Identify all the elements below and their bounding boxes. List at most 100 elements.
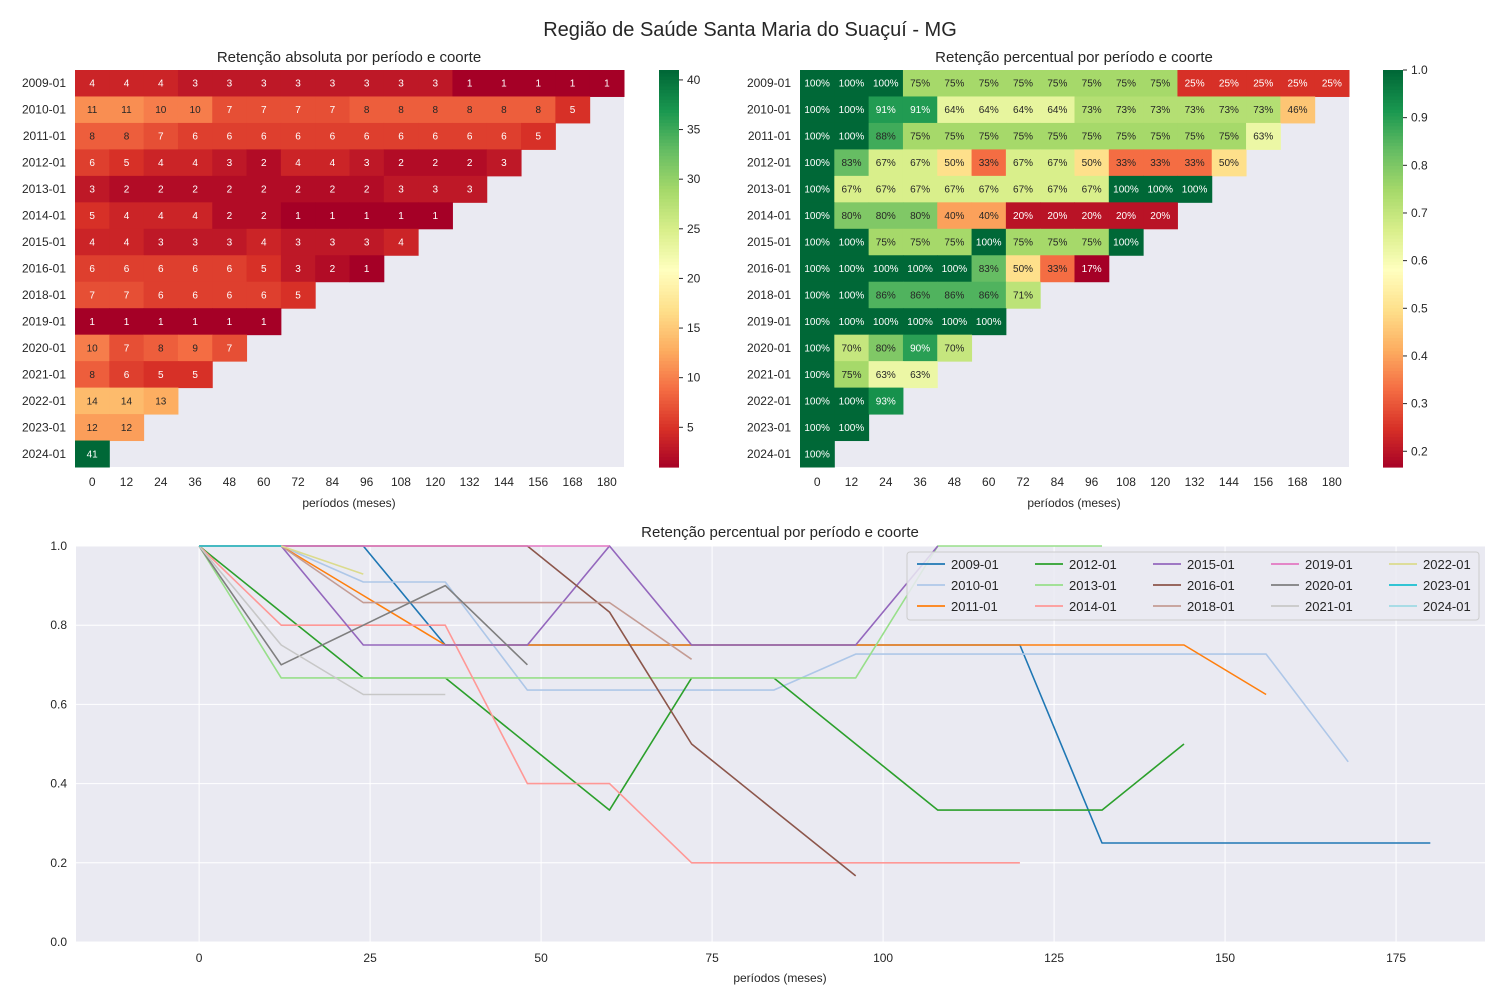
x-tick-label: 180: [1322, 475, 1342, 489]
heatmap-cell: [452, 122, 488, 150]
colorbar-segment: [1383, 380, 1403, 385]
heatmap-cell-label: 67%: [841, 185, 861, 196]
colorbar-segment: [659, 169, 679, 174]
heatmap-cell-label: 13: [155, 396, 167, 407]
colorbar-tick-label: 0.4: [1411, 349, 1428, 363]
heatmap-cell: [1040, 122, 1075, 150]
colorbar-segment: [1383, 126, 1403, 131]
colorbar-segment: [1383, 156, 1403, 160]
y-tick-label: 2009-01: [22, 76, 66, 90]
heatmap-cell: [834, 308, 870, 336]
heatmap-cell: [109, 175, 145, 203]
x-tick-label: 175: [1386, 951, 1406, 965]
colorbar-tick-label: 35: [687, 123, 701, 137]
heatmap-cell-label: 67%: [979, 185, 999, 196]
heatmap-cell-label: 3: [295, 79, 301, 90]
heatmap-cell: [834, 96, 870, 124]
heatmap-cell: [868, 228, 904, 256]
heatmap-cell: [75, 70, 110, 97]
heatmap-cell: [246, 175, 282, 203]
heatmap-cell: [109, 70, 145, 97]
colorbar-segment: [659, 222, 679, 227]
heatmap-cell-label: 3: [364, 238, 370, 249]
colorbar-segment: [659, 202, 679, 207]
heatmap-cell: [486, 96, 522, 124]
colorbar-segment: [1383, 417, 1403, 422]
heatmap-cell: [902, 334, 938, 362]
heatmap-cell: [834, 228, 870, 256]
y-tick-label: 2022-01: [747, 394, 791, 408]
colorbar-segment: [1383, 460, 1403, 465]
heatmap-cell: [143, 228, 179, 256]
heatmap-cell: [1040, 202, 1075, 230]
heatmap-cell: [349, 149, 385, 177]
heatmap-cell: [143, 70, 179, 97]
colorbar-segment: [1383, 251, 1403, 256]
legend-entry-label: 2018-01: [1187, 599, 1235, 614]
heatmap-cell-label: 100%: [839, 423, 865, 434]
heatmap-cell: [109, 281, 145, 309]
colorbar-segment: [1383, 116, 1403, 121]
heatmap-cell-label: 3: [192, 79, 198, 90]
heatmap-cell: [418, 175, 453, 203]
colorbar-segment: [659, 106, 679, 111]
colorbar-segment: [659, 113, 679, 117]
heatmap-cell: [834, 70, 870, 97]
colorbar-segment: [1383, 142, 1403, 147]
heatmap-cell-label: 75%: [910, 79, 930, 90]
heatmap-cell-label: 100%: [804, 264, 830, 275]
heatmap-cell: [349, 202, 385, 230]
colorbar-segment: [1383, 354, 1403, 359]
x-tick-label: 72: [291, 475, 305, 489]
heatmap-cell: [177, 175, 213, 203]
heatmap-cell: [521, 122, 556, 150]
colorbar-segment: [1383, 347, 1403, 352]
colorbar-segment: [1383, 298, 1403, 303]
heatmap-cell-label: 40%: [979, 211, 999, 222]
heatmap-cell: [868, 387, 904, 415]
heatmap-cell-label: 100%: [839, 317, 865, 328]
colorbar-segment: [659, 195, 679, 200]
colorbar-segment: [1383, 387, 1403, 392]
heatmap-cell: [349, 122, 385, 150]
heatmap-cell-label: 67%: [1013, 185, 1033, 196]
x-tick-label: 12: [845, 475, 859, 489]
colorbar-segment: [659, 245, 679, 250]
heatmap-cell-label: 2: [261, 211, 267, 222]
heatmap-cell: [971, 175, 1007, 203]
heatmap-cell-label: 64%: [979, 105, 999, 116]
colorbar-segment: [659, 119, 679, 124]
heatmap-cell-label: 100%: [1182, 185, 1208, 196]
colorbar-segment: [1383, 152, 1403, 157]
heatmap-cell-label: 1: [124, 317, 130, 328]
heatmap-cell: [800, 334, 835, 362]
heatmap-cell: [868, 334, 904, 362]
heatmap-cell-label: 100%: [976, 317, 1002, 328]
colorbar-segment: [1383, 106, 1403, 111]
colorbar-segment: [659, 132, 679, 137]
colorbar-segment: [1383, 79, 1403, 84]
legend-entry-label: 2024-01: [1423, 599, 1471, 614]
x-tick-label: 120: [425, 475, 445, 489]
heatmap-cell: [452, 96, 488, 124]
x-tick-label: 168: [1288, 475, 1308, 489]
heatmap-cell: [937, 175, 973, 203]
heatmap-cell-label: 3: [364, 158, 370, 169]
heatmap-cell: [800, 440, 835, 468]
legend-entry-label: 2015-01: [1187, 557, 1235, 572]
colorbar-segment: [1383, 222, 1403, 227]
colorbar-segment: [659, 298, 679, 303]
heatmap-cell-label: 5: [124, 158, 130, 169]
heatmap-cell-label: 93%: [876, 396, 896, 407]
heatmap-cell-label: 50%: [1219, 158, 1239, 169]
heatmap-cell: [177, 228, 213, 256]
heatmap-cell: [1005, 202, 1041, 230]
heatmap-cell-label: 73%: [1082, 105, 1102, 116]
colorbar-segment: [659, 116, 679, 121]
colorbar-segment: [659, 182, 679, 187]
heatmap-cell-label: 3: [501, 158, 507, 169]
heatmap-cell: [868, 96, 904, 124]
heatmap-cell-label: 6: [192, 264, 198, 275]
x-tick-label: 60: [257, 475, 271, 489]
heatmap-cell: [937, 122, 973, 150]
